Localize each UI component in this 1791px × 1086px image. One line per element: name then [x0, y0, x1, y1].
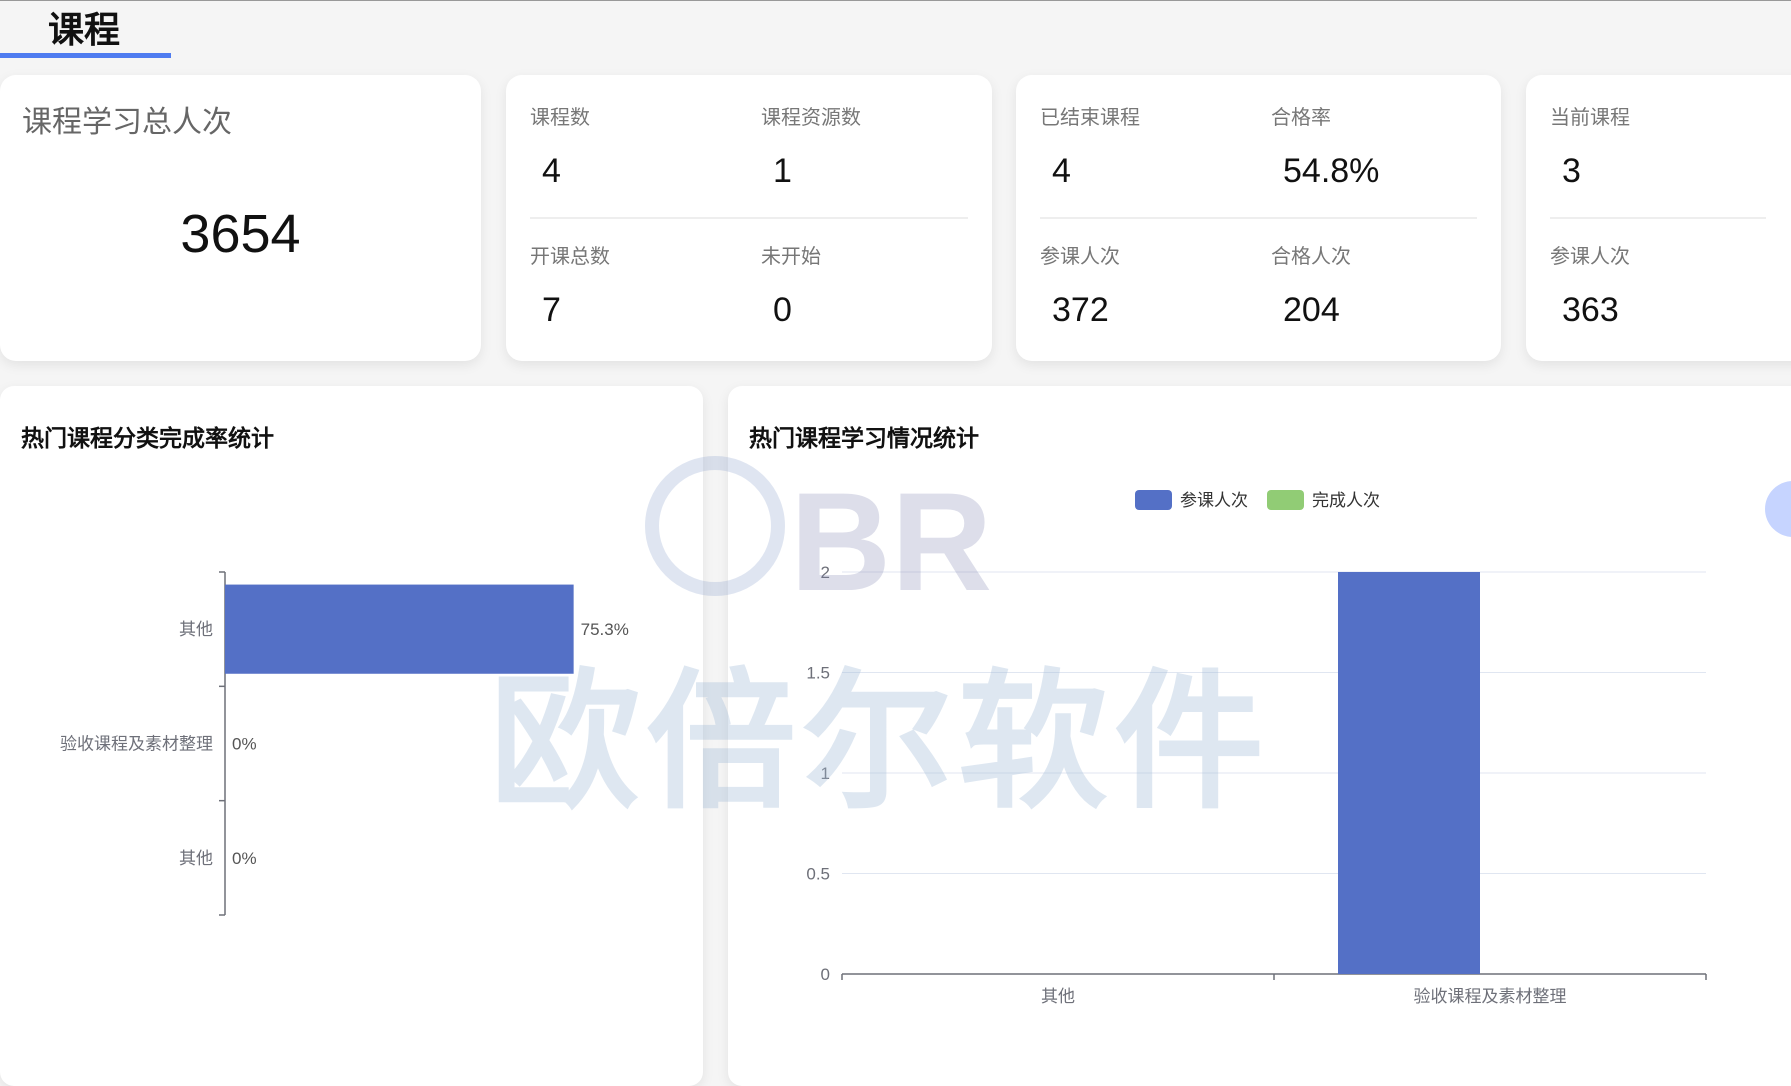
divider	[1040, 217, 1477, 219]
data-label: 0%	[232, 735, 257, 754]
stat-value: 3	[1562, 152, 1581, 190]
stat-label: 未开始	[761, 246, 821, 268]
stat-value: 4	[1052, 152, 1071, 190]
chart-title: 热门课程分类完成率统计	[21, 425, 274, 451]
y-axis-label: 0	[821, 965, 830, 984]
x-axis-label: 验收课程及素材整理	[1414, 987, 1567, 1006]
y-axis-label: 1	[821, 764, 830, 783]
card-value: 3654	[180, 204, 301, 264]
stat-label: 开课总数	[530, 246, 610, 268]
learning-stats-panel: 热门课程学习情况统计 0 0.5 1 1.5 2 其他 验收课程及素材整理 参课人次 完成人次	[728, 386, 1791, 1086]
stat-value: 0	[773, 291, 792, 329]
ended-course-card: 已结束课程 4 合格率 54.8% 参课人次 372 合格人次 204	[1016, 75, 1501, 361]
legend-label: 参课人次	[1180, 491, 1248, 510]
stat-label: 参课人次	[1040, 246, 1120, 268]
stat-label: 合格人次	[1271, 246, 1351, 268]
completion-rate-chart: 其他 75.3% 验收课程及素材整理 0% 其他 0%	[60, 571, 629, 916]
stat-value: 372	[1052, 291, 1109, 329]
y-axis-label: 2	[821, 563, 830, 582]
stat-label: 已结束课程	[1040, 107, 1140, 129]
stat-label: 课程数	[530, 107, 590, 129]
completion-rate-panel: 热门课程分类完成率统计 其他 75.3% 验收课程及素材整理 0% 其他 0%	[0, 386, 703, 1086]
divider	[530, 217, 968, 219]
y-axis-label: 0.5	[806, 865, 830, 884]
stat-label: 课程资源数	[761, 107, 861, 129]
stat-label: 当前课程	[1550, 107, 1630, 129]
legend-swatch	[1267, 490, 1304, 510]
stat-value: 54.8%	[1283, 152, 1380, 190]
data-label: 75.3%	[581, 620, 629, 639]
bar	[225, 584, 574, 674]
bar-0	[1338, 572, 1480, 974]
stat-value: 1	[773, 152, 792, 190]
y-axis-label: 其他	[179, 620, 213, 639]
stat-value: 7	[542, 291, 561, 329]
y-axis-label: 1.5	[806, 664, 830, 683]
data-label: 0%	[232, 849, 257, 868]
tab-course[interactable]: 课程	[48, 9, 121, 50]
learning-stats-chart: 0 0.5 1 1.5 2 其他 验收课程及素材整理 参课人次 完成人次	[806, 490, 1707, 1006]
stat-value: 204	[1283, 291, 1340, 329]
chart-title: 热门课程学习情况统计	[749, 425, 979, 451]
tab-active-indicator	[0, 53, 171, 58]
total-learners-card: 课程学习总人次 3654	[0, 75, 481, 361]
legend-swatch	[1135, 490, 1172, 510]
course-stats-card: 课程数 4 课程资源数 1 开课总数 7 未开始 0	[506, 75, 992, 361]
x-axis-label: 其他	[1041, 987, 1075, 1006]
stat-value: 4	[542, 152, 561, 190]
stat-label: 参课人次	[1550, 246, 1630, 268]
legend-label: 完成人次	[1312, 491, 1380, 510]
card-title: 课程学习总人次	[22, 106, 232, 139]
stat-value: 363	[1562, 291, 1619, 329]
y-axis-label: 其他	[179, 849, 213, 868]
current-course-card: 当前课程 3 参课人次 363	[1526, 75, 1791, 361]
y-axis-label: 验收课程及素材整理	[60, 735, 213, 754]
stat-label: 合格率	[1271, 107, 1331, 129]
divider	[1550, 217, 1766, 219]
